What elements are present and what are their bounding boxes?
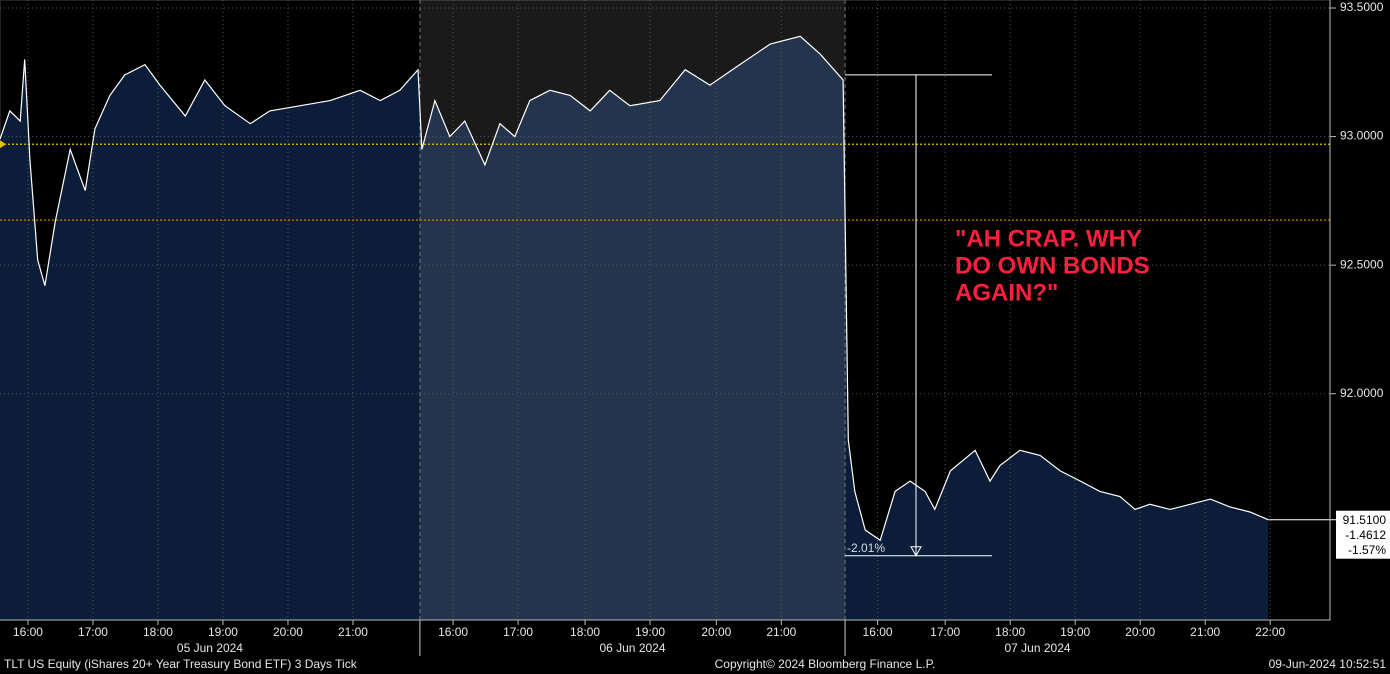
price-box-label: -1.57% xyxy=(1348,543,1386,557)
x-tick-label: 17:00 xyxy=(930,625,960,639)
x-tick-label: 21:00 xyxy=(766,625,796,639)
y-tick-label: 93.0000 xyxy=(1340,129,1384,143)
x-tick-label: 17:00 xyxy=(78,625,108,639)
price-box-label: -1.4612 xyxy=(1345,528,1386,542)
x-tick-label: 21:00 xyxy=(1190,625,1220,639)
x-tick-label: 16:00 xyxy=(863,625,893,639)
y-tick-label: 93.5000 xyxy=(1340,0,1384,14)
session-label: 05 Jun 2024 xyxy=(177,641,243,655)
area xyxy=(0,36,1269,621)
annotation: AGAIN?" xyxy=(955,279,1058,306)
price-box xyxy=(1336,510,1390,559)
annotation: DO OWN BONDS xyxy=(955,252,1150,279)
x-tick-label: 16:00 xyxy=(438,625,468,639)
annotation: "AH CRAP. WHY xyxy=(955,225,1142,252)
footer-left: TLT US Equity (iShares 20+ Year Treasury… xyxy=(4,657,358,671)
measure-arrowhead xyxy=(910,546,922,557)
x-tick-label: 19:00 xyxy=(208,625,238,639)
x-tick-label: 20:00 xyxy=(701,625,731,639)
x-tick-label: 17:00 xyxy=(503,625,533,639)
x-tick-label: 21:00 xyxy=(338,625,368,639)
x-tick-label: 20:00 xyxy=(1125,625,1155,639)
x-tick-label: 19:00 xyxy=(635,625,665,639)
x-tick-label: 22:00 xyxy=(1255,625,1285,639)
y-tick-label: 92.0000 xyxy=(1340,386,1384,400)
reference-marker xyxy=(0,140,6,149)
measure-label: -2.01% xyxy=(847,541,885,555)
x-tick-label: 18:00 xyxy=(995,625,1025,639)
footer-right: 09-Jun-2024 10:52:51 xyxy=(1269,657,1387,671)
session-shade xyxy=(419,0,846,620)
x-tick-label: 19:00 xyxy=(1060,625,1090,639)
x-tick-label: 18:00 xyxy=(143,625,173,639)
session-label: 06 Jun 2024 xyxy=(599,641,665,655)
x-tick-label: 20:00 xyxy=(273,625,303,639)
price-line xyxy=(0,35,1269,542)
price-box-label: 91.5100 xyxy=(1343,513,1387,527)
session-label: 07 Jun 2024 xyxy=(1005,641,1071,655)
x-tick-label: 18:00 xyxy=(570,625,600,639)
y-tick-label: 92.5000 xyxy=(1340,257,1384,271)
footer-center: Copyright© 2024 Bloomberg Finance L.P. xyxy=(715,657,936,671)
x-tick-label: 16:00 xyxy=(13,625,43,639)
